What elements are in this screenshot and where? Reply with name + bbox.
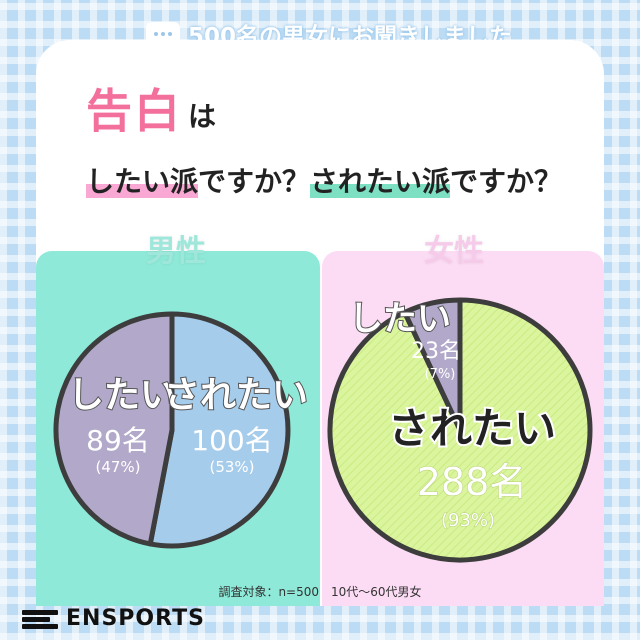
brand-name: ENSPORTS [66,606,205,631]
question-desuka-2: ですか？ [450,165,563,198]
female-saretai-percent: (93%) [441,510,495,531]
female-slice-shitai [402,297,463,433]
question-line-1: 告白 は [86,88,216,134]
male-slice-shitai [53,311,175,547]
female-shitai-count: 23名 [411,339,461,364]
brand-logo: ENSPORTS [22,606,205,631]
female-saretai-label: されたい [388,404,556,453]
female-shitai-label: したい [349,299,451,339]
male-chart-title: 男性 [146,234,206,269]
male-saretai-count: 100名 [191,424,272,457]
male-slice-saretai [147,311,291,549]
question-highlight: 告白 [86,84,182,138]
question-particle: は [188,100,217,134]
male-shitai-label: したい [68,375,176,416]
question-line-2: したい派ですか？されたい派ですか？ [86,160,562,200]
female-saretai-count: 288名 [417,460,528,504]
question-shitai: したい派 [86,165,199,198]
female-shitai-percent: (7%) [425,367,456,382]
male-shitai-percent: (47%) [95,458,140,476]
question-saretai: されたい派 [310,165,451,198]
male-shitai-count: 89名 [86,424,150,457]
male-saretai-percent: (53%) [209,458,254,476]
female-chart-title: 女性 [424,234,484,269]
survey-note: 調査対象：n=500 10代〜60代男女 [218,585,422,599]
ensports-logo-icon [22,609,58,629]
question-desuka-1: ですか？ [198,165,311,198]
male-saretai-label: されたい [164,375,308,416]
